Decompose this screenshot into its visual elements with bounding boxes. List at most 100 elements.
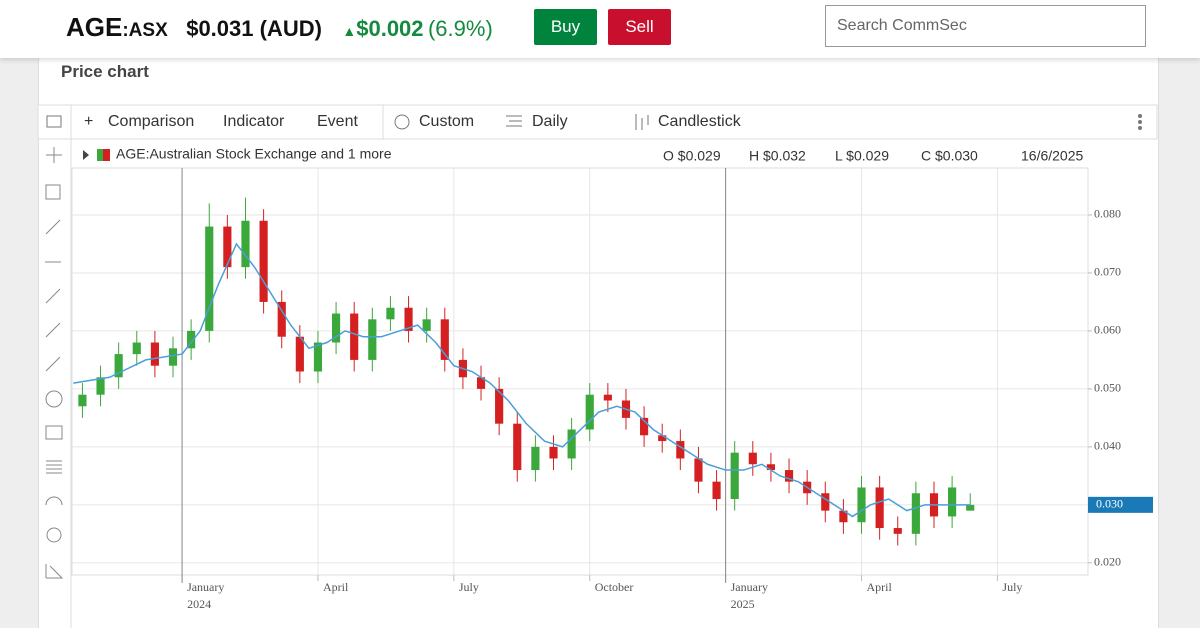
candle-body [603,394,612,401]
ohlc-date: 16/6/2025 [1021,148,1083,164]
price: $0.031 (AUD) [186,16,322,41]
candle-body [96,377,105,395]
candle-body [386,307,395,320]
candle-body [712,481,721,500]
y-tick-label: 0.040 [1094,439,1121,453]
x-year-label: 2025 [731,597,755,611]
change: $0.002 [356,16,424,41]
candle-body [259,220,268,302]
candle-body [694,458,703,482]
x-tick-label: January [187,580,224,594]
drawing-tools [45,147,64,579]
y-tick-label: 0.050 [1094,381,1121,395]
candle-body [784,470,794,482]
ohlc-low: L $0.029 [835,148,889,164]
clock-icon [394,114,410,130]
quote: AGE:ASX $0.031 (AUD) ▲$0.002 (6.9%) [66,12,493,43]
legend-swatch-up [97,149,103,161]
up-arrow: ▲ [342,23,357,39]
candle-body [676,441,685,459]
candle-body [640,417,649,436]
candle-body [368,319,377,360]
candle-body [132,342,141,355]
sell-button[interactable]: Sell [608,9,671,45]
candle-body [78,394,87,407]
indicator[interactable]: Indicator [223,113,285,130]
candle-body [295,336,304,372]
candle-icon [635,114,649,130]
x-tick-label: October [595,580,634,594]
menu-dots[interactable] [1138,114,1142,130]
candle-body [821,493,830,511]
plot-frame [71,167,1089,576]
candle-body [893,528,902,534]
candle-body [857,487,866,523]
candle-body [350,313,359,360]
candle-body [658,435,667,442]
search-box[interactable]: Search CommSec [825,5,1146,47]
event[interactable]: Event [317,113,358,130]
lines-icon [506,115,522,127]
candle-body [313,342,323,372]
x-tick-label: July [1002,580,1022,594]
candle-body [911,493,920,534]
panel-title: Price chart [61,62,149,81]
ohlc-high: H $0.032 [749,148,806,164]
comparison[interactable]: Comparison [108,113,194,130]
ohlc-open: O $0.029 [663,148,721,164]
expand-icon [83,150,89,160]
candle-body [150,342,159,366]
y-tick-label: 0.020 [1094,555,1121,569]
x-tick-label: January [731,580,768,594]
legend-swatch-down [103,149,110,161]
last-price-label: 0.030 [1096,497,1123,511]
x-year-label: 2024 [187,597,211,611]
candle-body [223,226,232,268]
candle-body [332,313,341,343]
plus-icon: + [84,113,93,130]
custom[interactable]: Custom [419,113,474,130]
candle-body [205,226,214,331]
x-tick-label: April [867,580,893,594]
candle-body [513,423,522,471]
candle-body [948,487,957,517]
candlestick[interactable]: Candlestick [658,113,742,130]
candle-body [766,464,776,471]
candle-body [114,354,123,378]
folder-icon[interactable] [46,115,62,128]
candle-body [839,510,848,523]
candle-body [549,446,558,459]
daily[interactable]: Daily [532,113,568,130]
candle-body [585,394,594,430]
y-tick-label: 0.060 [1094,323,1121,337]
candle-body [241,220,250,268]
candle-body [168,348,178,366]
y-tick-label: 0.070 [1094,265,1121,279]
legend: AGE:Australian Stock Exchange and 1 more [116,146,392,162]
header: AGE:ASX $0.031 (AUD) ▲$0.002 (6.9%) Buy … [0,0,1200,58]
candle-body [495,388,504,424]
candle-body [476,377,486,389]
symbol: AGE [66,12,123,42]
candle-body [730,452,739,500]
ohlc-close: C $0.030 [921,148,978,164]
candle-body [277,301,286,337]
buy-button[interactable]: Buy [534,9,597,45]
candle-body [966,504,975,511]
candle-body [422,319,431,331]
exchange: :ASX [122,20,168,41]
candle-body [875,487,884,529]
x-tick-label: April [323,580,349,594]
candle-body [531,446,540,471]
candle-body [404,307,413,331]
last-price-tag [1088,496,1153,513]
candle-body [187,330,196,349]
candle-body [748,452,757,465]
candle-body [567,429,576,459]
moving-average [73,242,971,518]
toolbar [37,104,1158,140]
panel [38,58,1159,628]
y-tick-label: 0.080 [1094,207,1121,221]
